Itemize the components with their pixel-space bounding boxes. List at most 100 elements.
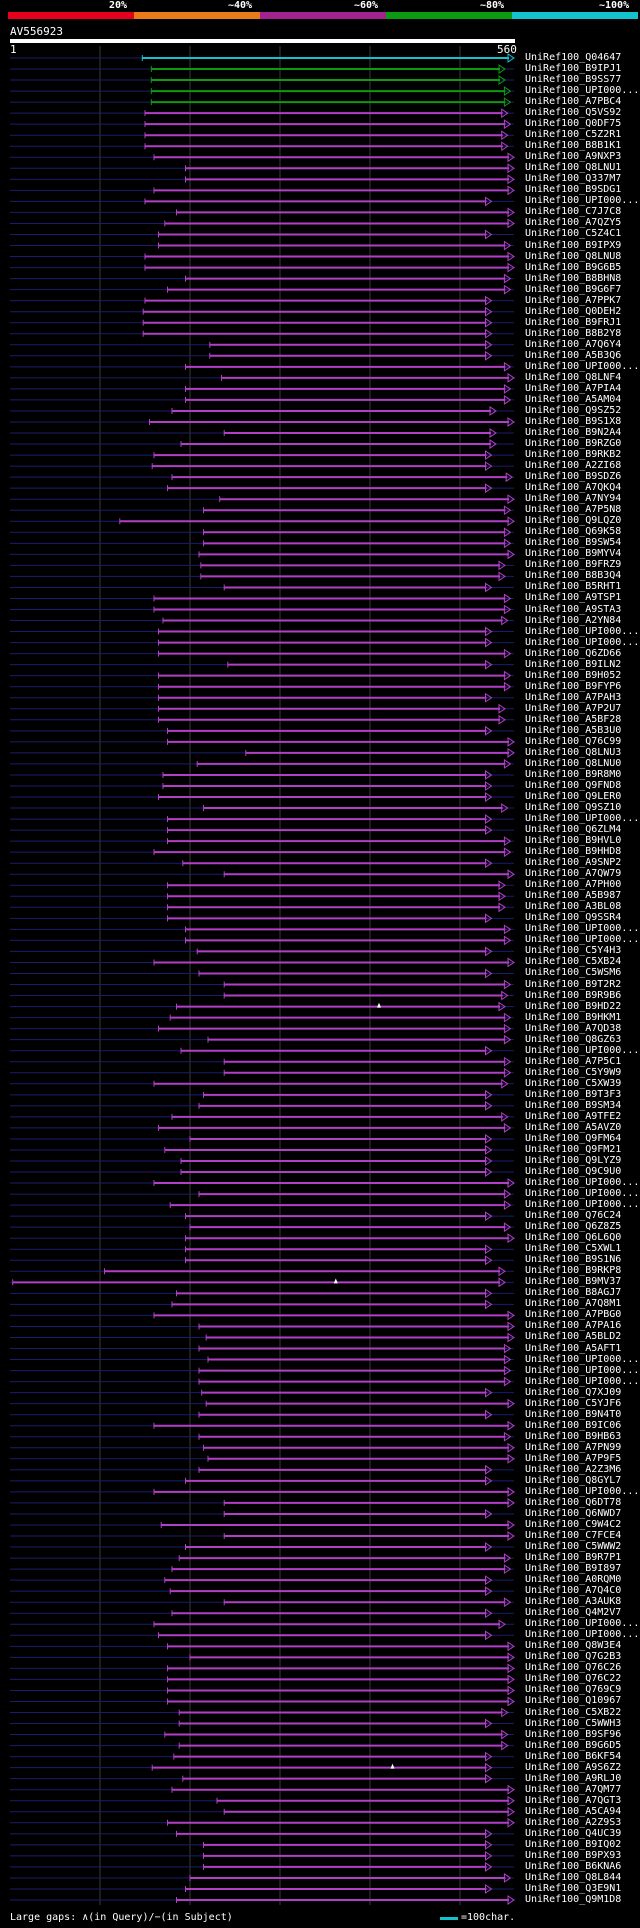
hit-label[interactable]: UniRef100_C5XWL1 [525, 1243, 622, 1255]
hit-label[interactable]: UniRef100_B9RKP8 [525, 1265, 622, 1277]
hit-label[interactable]: UniRef100_B9SF96 [525, 1728, 622, 1740]
hit-label[interactable]: UniRef100_B9HVL0 [525, 835, 622, 847]
hit-label[interactable]: UniRef100_B9G6F7 [525, 283, 622, 295]
hit-label[interactable]: UniRef100_B9HKM1 [525, 1011, 622, 1023]
hit-label[interactable]: UniRef100_Q9C9U0 [525, 1166, 622, 1178]
hit-label[interactable]: UniRef100_A9TSP1 [525, 592, 622, 604]
hit-label[interactable]: UniRef100_A7Q4C0 [525, 1585, 622, 1597]
hit-label[interactable]: UniRef100_B9SW54 [525, 537, 622, 549]
hit-label[interactable]: UniRef100_B9SS77 [525, 74, 622, 86]
hit-label[interactable]: UniRef100_A7QGT3 [525, 1794, 622, 1806]
hit-label[interactable]: UniRef100_UPI000... [525, 1364, 640, 1376]
hit-label[interactable]: UniRef100_A5AFT1 [525, 1342, 622, 1354]
hit-label[interactable]: UniRef100_Q9SZ10 [525, 802, 622, 814]
hit-label[interactable]: UniRef100_A9SNP2 [525, 857, 622, 869]
hit-label[interactable]: UniRef100_A7PN99 [525, 1441, 622, 1453]
hit-label[interactable]: UniRef100_A5BLD2 [525, 1331, 622, 1343]
hit-label[interactable]: UniRef100_A7PH00 [525, 879, 622, 891]
hit-label[interactable]: UniRef100_Q6ZLM4 [525, 824, 622, 836]
hit-label[interactable]: UniRef100_B9IQ02 [525, 1838, 622, 1850]
hit-label[interactable]: UniRef100_A5B987 [525, 890, 622, 902]
hit-label[interactable]: UniRef100_C5YJF6 [525, 1397, 622, 1409]
hit-label[interactable]: UniRef100_B9T3F3 [525, 1088, 622, 1100]
hit-label[interactable]: UniRef100_A9S6Z2 [525, 1761, 622, 1773]
hit-label[interactable]: UniRef100_A7P5C1 [525, 1055, 622, 1067]
hit-label[interactable]: UniRef100_Q76C26 [525, 1662, 622, 1674]
hit-label[interactable]: UniRef100_A5AM04 [525, 393, 622, 405]
hit-label[interactable]: UniRef100_Q4M2V7 [525, 1607, 622, 1619]
hit-label[interactable]: UniRef100_B9I897 [525, 1563, 622, 1575]
hit-label[interactable]: UniRef100_A5B3U0 [525, 724, 622, 736]
hit-label[interactable]: UniRef100_Q9FND8 [525, 779, 622, 791]
hit-label[interactable]: UniRef100_Q3E9N1 [525, 1882, 622, 1894]
hit-label[interactable]: UniRef100_Q8LNU8 [525, 250, 622, 262]
hit-label[interactable]: UniRef100_B9IPX9 [525, 239, 622, 251]
hit-label[interactable]: UniRef100_UPI000... [525, 1188, 640, 1200]
hit-label[interactable]: UniRef100_A7QZY5 [525, 217, 622, 229]
hit-label[interactable]: UniRef100_A5BF28 [525, 713, 622, 725]
hit-label[interactable]: UniRef100_Q6DT78 [525, 1496, 622, 1508]
hit-label[interactable]: UniRef100_C7J7C8 [525, 206, 622, 218]
hit-label[interactable]: UniRef100_UPI000... [525, 360, 640, 372]
hit-label[interactable]: UniRef100_Q0DF75 [525, 118, 622, 130]
hit-label[interactable]: UniRef100_B9RKB2 [525, 449, 622, 461]
hit-label[interactable]: UniRef100_B6KNA6 [525, 1860, 622, 1872]
hit-label[interactable]: UniRef100_UPI000... [525, 195, 640, 207]
hit-label[interactable]: UniRef100_A2ZI68 [525, 460, 622, 472]
hit-label[interactable]: UniRef100_A7Q8M1 [525, 1298, 622, 1310]
hit-label[interactable]: UniRef100_B9G6B5 [525, 261, 622, 273]
hit-label[interactable]: UniRef100_A7PBC4 [525, 96, 622, 108]
hit-label[interactable]: UniRef100_A7PBG0 [525, 1309, 622, 1321]
hit-label[interactable]: UniRef100_B9G6D5 [525, 1739, 622, 1751]
hit-label[interactable]: UniRef100_A3BL08 [525, 901, 622, 913]
hit-label[interactable]: UniRef100_Q04647 [525, 52, 622, 63]
hit-label[interactable]: UniRef100_A2YN84 [525, 614, 622, 626]
hit-label[interactable]: UniRef100_UPI000... [525, 636, 640, 648]
hit-label[interactable]: UniRef100_Q337M7 [525, 173, 622, 185]
hit-label[interactable]: UniRef100_B9S1N6 [525, 1254, 622, 1266]
hit-label[interactable]: UniRef100_B9FYP6 [525, 680, 622, 692]
hit-label[interactable]: UniRef100_Q7G2B3 [525, 1651, 622, 1663]
hit-label[interactable]: UniRef100_Q8GYL7 [525, 1474, 622, 1486]
hit-label[interactable]: UniRef100_A7P9F5 [525, 1452, 622, 1464]
hit-label[interactable]: UniRef100_Q6NWD7 [525, 1507, 622, 1519]
hit-label[interactable]: UniRef100_A3AUK8 [525, 1596, 622, 1608]
hit-label[interactable]: UniRef100_Q9M1D8 [525, 1894, 622, 1905]
hit-label[interactable]: UniRef100_Q9SZ52 [525, 404, 622, 416]
hit-label[interactable]: UniRef100_A2Z3M6 [525, 1463, 622, 1475]
hit-label[interactable]: UniRef100_B9R7P1 [525, 1552, 622, 1564]
hit-label[interactable]: UniRef100_B9T2R2 [525, 978, 622, 990]
hit-label[interactable]: UniRef100_A9NXP3 [525, 151, 622, 163]
hit-label[interactable]: UniRef100_C5WWW2 [525, 1541, 622, 1553]
hit-label[interactable]: UniRef100_B8B1K1 [525, 140, 622, 152]
hit-label[interactable]: UniRef100_B9IC06 [525, 1419, 622, 1431]
hit-label[interactable]: UniRef100_B9N2A4 [525, 427, 622, 439]
hit-label[interactable]: UniRef100_Q9SSR4 [525, 912, 622, 924]
hit-label[interactable]: UniRef100_UPI000... [525, 1375, 640, 1387]
hit-label[interactable]: UniRef100_C5XW39 [525, 1077, 622, 1089]
hit-label[interactable]: UniRef100_A7PIA4 [525, 382, 622, 394]
hit-label[interactable]: UniRef100_UPI000... [525, 934, 640, 946]
hit-label[interactable]: UniRef100_A2Z9S3 [525, 1816, 622, 1828]
hit-label[interactable]: UniRef100_Q4UC39 [525, 1827, 622, 1839]
hit-label[interactable]: UniRef100_A5CA94 [525, 1805, 622, 1817]
hit-label[interactable]: UniRef100_A7Q6Y4 [525, 338, 622, 350]
hit-label[interactable]: UniRef100_UPI000... [525, 1177, 640, 1189]
hit-label[interactable]: UniRef100_Q8LNU3 [525, 746, 622, 758]
hit-label[interactable]: UniRef100_C9W4C2 [525, 1518, 622, 1530]
hit-label[interactable]: UniRef100_Q8GZ63 [525, 1033, 622, 1045]
hit-label[interactable]: UniRef100_Q8W3E4 [525, 1640, 622, 1652]
hit-label[interactable]: UniRef100_B9N4T0 [525, 1408, 622, 1420]
hit-label[interactable]: UniRef100_Q9FM21 [525, 1143, 622, 1155]
hit-label[interactable]: UniRef100_A0RQM0 [525, 1574, 622, 1586]
hit-label[interactable]: UniRef100_Q9FM64 [525, 1132, 622, 1144]
hit-label[interactable]: UniRef100_C5WSM6 [525, 967, 622, 979]
hit-label[interactable]: UniRef100_Q769C9 [525, 1684, 622, 1696]
hit-label[interactable]: UniRef100_A7QW79 [525, 868, 622, 880]
hit-label[interactable]: UniRef100_B9PX93 [525, 1849, 622, 1861]
hit-label[interactable]: UniRef100_Q69K58 [525, 526, 622, 538]
hit-label[interactable]: UniRef100_B9HHD8 [525, 846, 622, 858]
hit-label[interactable]: UniRef100_A7P5N8 [525, 504, 622, 516]
hit-label[interactable]: UniRef100_B9R8M0 [525, 768, 622, 780]
hit-label[interactable]: UniRef100_A7PAH3 [525, 691, 622, 703]
